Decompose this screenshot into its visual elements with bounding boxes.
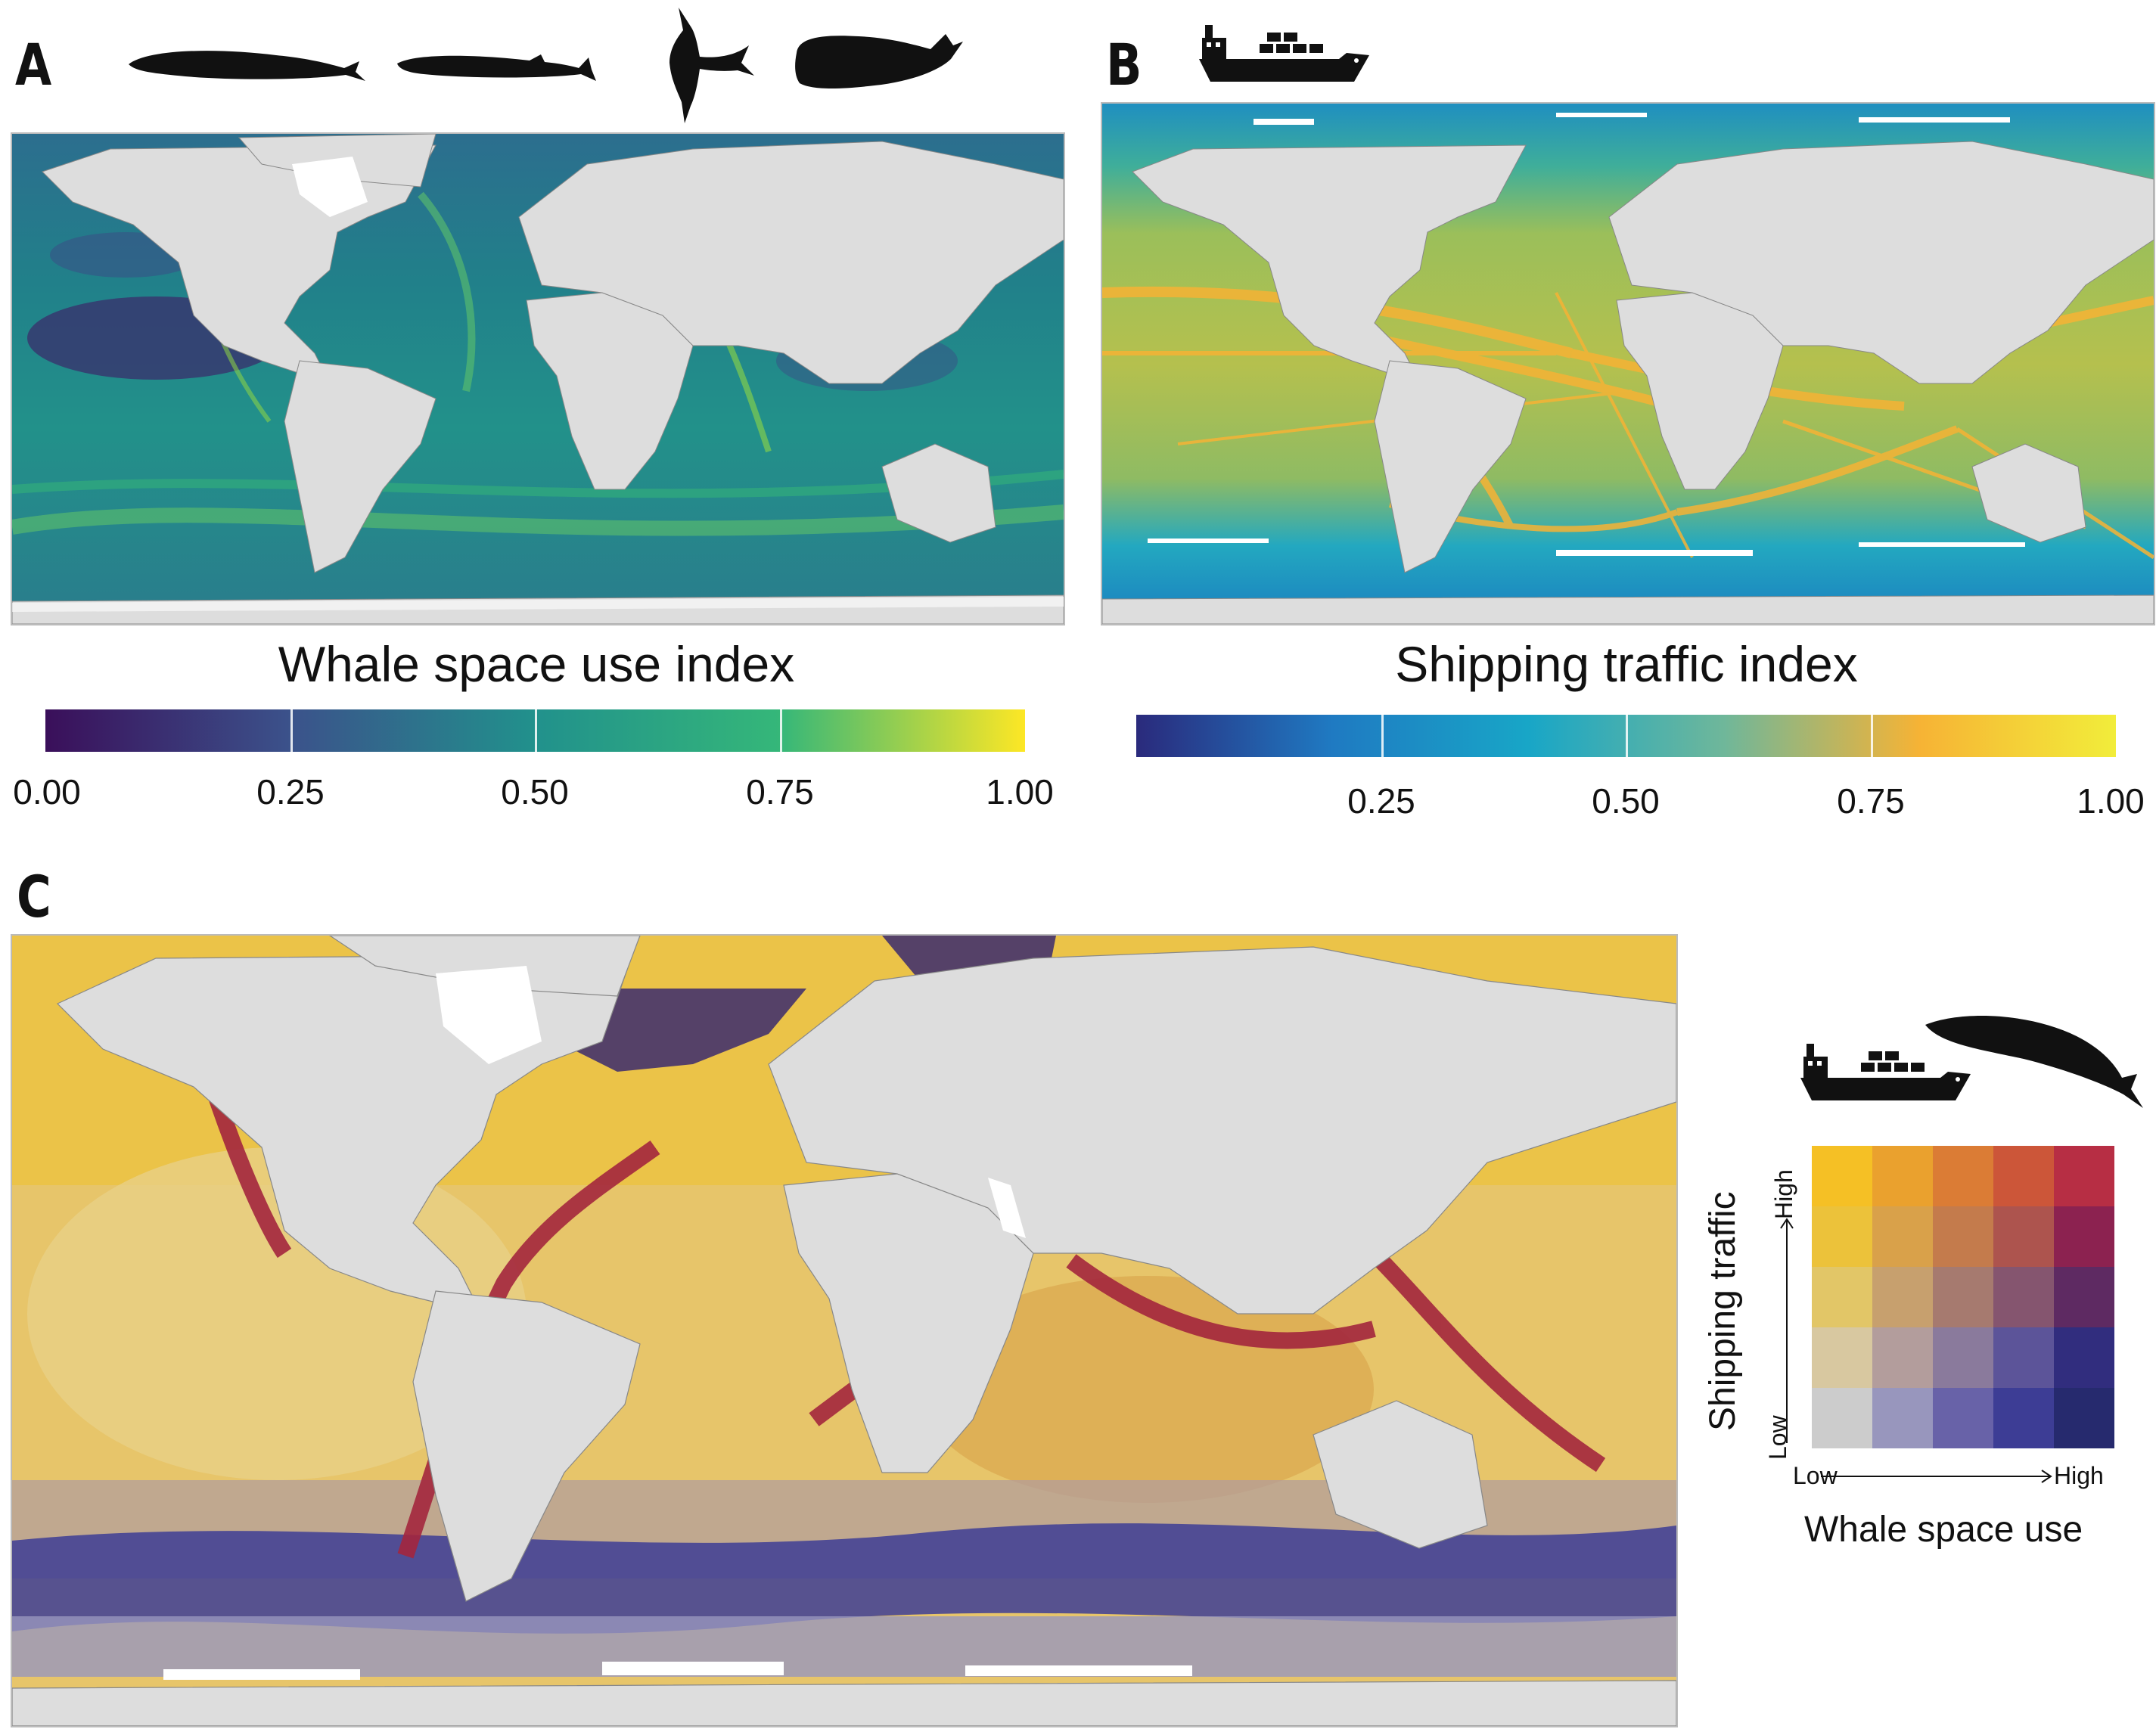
map-shipping-traffic bbox=[1101, 102, 2155, 625]
colorbar-b-tick-label: 0.25 bbox=[1347, 781, 1415, 821]
legend-cell bbox=[1812, 1146, 1872, 1206]
legend-cell bbox=[1933, 1206, 1993, 1267]
y-axis-arrow-icon bbox=[1780, 1218, 1794, 1443]
legend-cell bbox=[1812, 1327, 1872, 1388]
legend-cell bbox=[1933, 1388, 1993, 1448]
legend-cell bbox=[1933, 1327, 1993, 1388]
colorbar-a-tick bbox=[780, 709, 782, 752]
legend-cell bbox=[1993, 1388, 2054, 1448]
colorbar-b-tick-label: 0.50 bbox=[1592, 781, 1660, 821]
whale-icon bbox=[1925, 1016, 2143, 1108]
bivariate-legend-grid bbox=[1812, 1146, 2114, 1448]
land bbox=[1102, 141, 2154, 624]
colorbar-b-tick bbox=[1381, 715, 1384, 757]
legend-cell bbox=[2054, 1146, 2114, 1206]
legend-cell bbox=[1933, 1267, 1993, 1327]
panel-a-label: A bbox=[15, 31, 52, 98]
legend-cell bbox=[1872, 1206, 1933, 1267]
legend-cell bbox=[1812, 1206, 1872, 1267]
legend-cell bbox=[1812, 1267, 1872, 1327]
colorbar-a-tick-label: 0.00 bbox=[13, 772, 81, 812]
legend-cell bbox=[1933, 1146, 1993, 1206]
legend-y-high-label: High bbox=[1770, 1169, 1797, 1219]
legend-cell bbox=[1872, 1267, 1933, 1327]
legend-cell bbox=[2054, 1206, 2114, 1267]
colorbar-a-tick bbox=[535, 709, 537, 752]
panel-c-label: C bbox=[17, 863, 51, 930]
cargo-ship-icon bbox=[1199, 25, 1369, 82]
legend-cell bbox=[1993, 1146, 2054, 1206]
legend-y-title: Shipping traffic bbox=[1703, 1191, 1743, 1431]
colorbar-a-tick-label: 0.75 bbox=[746, 772, 814, 812]
colorbar-a-title: Whale space use index bbox=[278, 636, 795, 692]
colorbar-b-tick-label: 0.75 bbox=[1837, 781, 1905, 821]
legend-cell bbox=[1993, 1327, 2054, 1388]
legend-cell bbox=[1993, 1206, 2054, 1267]
legend-cell bbox=[2054, 1327, 2114, 1388]
legend-cell bbox=[1812, 1388, 1872, 1448]
colorbar-b-title: Shipping traffic index bbox=[1395, 636, 1858, 692]
legend-cell bbox=[2054, 1267, 2114, 1327]
colorbar-b bbox=[1136, 715, 2116, 757]
colorbar-b-tick-label: 1.00 bbox=[2077, 781, 2145, 821]
panel-b-label: B bbox=[1106, 31, 1142, 98]
colorbar-b-tick bbox=[1626, 715, 1628, 757]
x-axis-arrow-icon bbox=[1821, 1470, 2052, 1483]
map-bivariate-overlap bbox=[11, 934, 1678, 1727]
colorbar-a bbox=[45, 709, 1025, 752]
colorbar-a-tick-label: 0.25 bbox=[256, 772, 325, 812]
legend-cell bbox=[2054, 1388, 2114, 1448]
colorbar-a-tick bbox=[290, 709, 293, 752]
colorbar-a-tick-label: 0.50 bbox=[501, 772, 569, 812]
legend-cell bbox=[1872, 1146, 1933, 1206]
blue-whale-icon bbox=[129, 51, 365, 81]
legend-x-low-label: Low bbox=[1793, 1462, 1838, 1489]
colorbar-a-tick-label: 1.00 bbox=[986, 772, 1054, 812]
legend-cell bbox=[1993, 1267, 2054, 1327]
legend-cell bbox=[1872, 1388, 1933, 1448]
humpback-whale-icon bbox=[669, 8, 754, 123]
sperm-whale-icon bbox=[795, 34, 963, 88]
legend-cell bbox=[1872, 1327, 1933, 1388]
legend-y-low-label: Low bbox=[1764, 1415, 1791, 1460]
legend-x-title: Whale space use bbox=[1804, 1510, 2083, 1550]
cargo-ship-icon bbox=[1800, 1044, 1971, 1100]
fin-whale-icon bbox=[397, 54, 596, 81]
colorbar-b-tick bbox=[1871, 715, 1873, 757]
legend-x-high-label: High bbox=[2054, 1462, 2104, 1489]
map-whale-space-use bbox=[11, 132, 1065, 625]
